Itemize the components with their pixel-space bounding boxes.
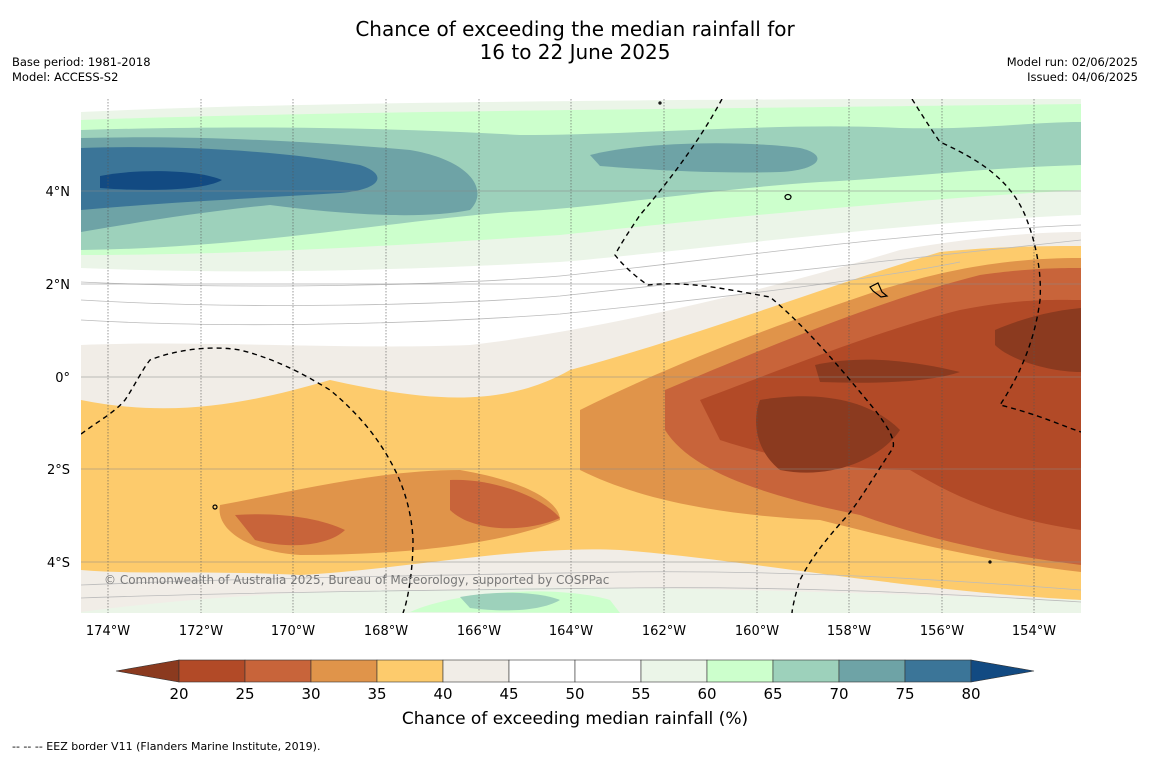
colorbar-tick-label: 20	[169, 685, 188, 703]
colorbar-swatch	[178, 659, 246, 683]
colorbar-swatch	[310, 659, 378, 683]
colorbar-swatch	[772, 659, 840, 683]
title-line-2: 16 to 22 June 2025	[479, 40, 671, 64]
colorbar-tick-label: 30	[301, 685, 320, 703]
colorbar-tick-label: 75	[895, 685, 914, 703]
issued-date: Issued: 04/06/2025	[1027, 70, 1138, 84]
colorbar-swatch	[376, 659, 444, 683]
lat-label: 4°S	[47, 556, 70, 571]
colorbar-tick-label: 35	[367, 685, 386, 703]
lon-label: 166°W	[457, 624, 501, 639]
colorbar-swatch	[508, 659, 576, 683]
lon-label: 172°W	[179, 624, 223, 639]
base-period: Base period: 1981-2018	[12, 55, 151, 69]
latitude-labels: 4°N 2°N 0° 2°S 4°S	[46, 185, 71, 571]
band-30-south	[235, 514, 345, 546]
colorbar-extend-low	[115, 659, 180, 683]
colorbar-tick-label: 55	[631, 685, 650, 703]
lat-label: 0°	[55, 371, 70, 386]
colorbar-tick-label: 50	[565, 685, 584, 703]
map-field	[81, 99, 1081, 613]
band-20	[756, 396, 900, 473]
model-name: Model: ACCESS-S2	[12, 70, 119, 84]
lon-label: 154°W	[1012, 624, 1056, 639]
colorbar-swatch	[442, 659, 510, 683]
band-85-north	[100, 171, 222, 190]
lon-label: 160°W	[735, 624, 779, 639]
colorbar-swatch	[640, 659, 708, 683]
colorbar-tick-label: 60	[697, 685, 716, 703]
lon-label: 158°W	[827, 624, 871, 639]
colorbar-title: Chance of exceeding median rainfall (%)	[401, 709, 749, 729]
lon-label: 164°W	[549, 624, 593, 639]
colorbar-swatch	[244, 659, 312, 683]
colorbar-tick-label: 65	[763, 685, 782, 703]
colorbar-tick-label: 80	[961, 685, 980, 703]
chart-title: Chance of exceeding the median rainfall …	[0, 18, 1150, 64]
lon-label: 174°W	[86, 624, 130, 639]
colorbar-extend-high	[970, 659, 1035, 683]
colorbar-swatch	[838, 659, 906, 683]
islands	[212, 101, 992, 564]
eez-footnote: -- -- -- EEZ border V11 (Flanders Marine…	[12, 740, 321, 753]
band-20-b	[995, 308, 1081, 372]
colorbar-tick-label: 45	[499, 685, 518, 703]
meta-right: Model run: 02/06/2025 Issued: 04/06/2025	[1007, 55, 1138, 85]
lon-label: 162°W	[642, 624, 686, 639]
lon-label: 170°W	[271, 624, 315, 639]
band-70-south	[460, 592, 560, 611]
band-80-north	[81, 147, 378, 210]
colorbar: 20 25 30 35 40 45 50 55 60 65 70 75 80	[115, 659, 1035, 703]
lon-label: 168°W	[364, 624, 408, 639]
band-75-north-b	[590, 143, 818, 173]
colorbar-swatch	[904, 659, 972, 683]
title-line-1: Chance of exceeding the median rainfall …	[355, 17, 795, 41]
longitude-labels: 174°W 172°W 170°W 168°W 166°W 164°W 162°W 160°W…	[86, 624, 1056, 639]
colorbar-tick-label: 25	[235, 685, 254, 703]
credit-text: © Commonwealth of Australia 2025, Bureau…	[104, 573, 610, 587]
lat-label: 2°N	[46, 278, 71, 293]
colorbar-swatch	[574, 659, 642, 683]
lat-label: 4°N	[46, 185, 71, 200]
lat-label: 2°S	[47, 463, 70, 478]
colorbar-tick-label: 40	[433, 685, 452, 703]
colorbar-tick-label: 70	[829, 685, 848, 703]
band-25	[700, 299, 1081, 530]
lon-label: 156°W	[920, 624, 964, 639]
model-run: Model run: 02/06/2025	[1006, 55, 1138, 69]
eez-borders	[81, 99, 1081, 613]
band-30-b	[450, 479, 560, 529]
colorbar-swatch	[706, 659, 774, 683]
meta-left: Base period: 1981-2018 Model: ACCESS-S2	[12, 55, 151, 85]
